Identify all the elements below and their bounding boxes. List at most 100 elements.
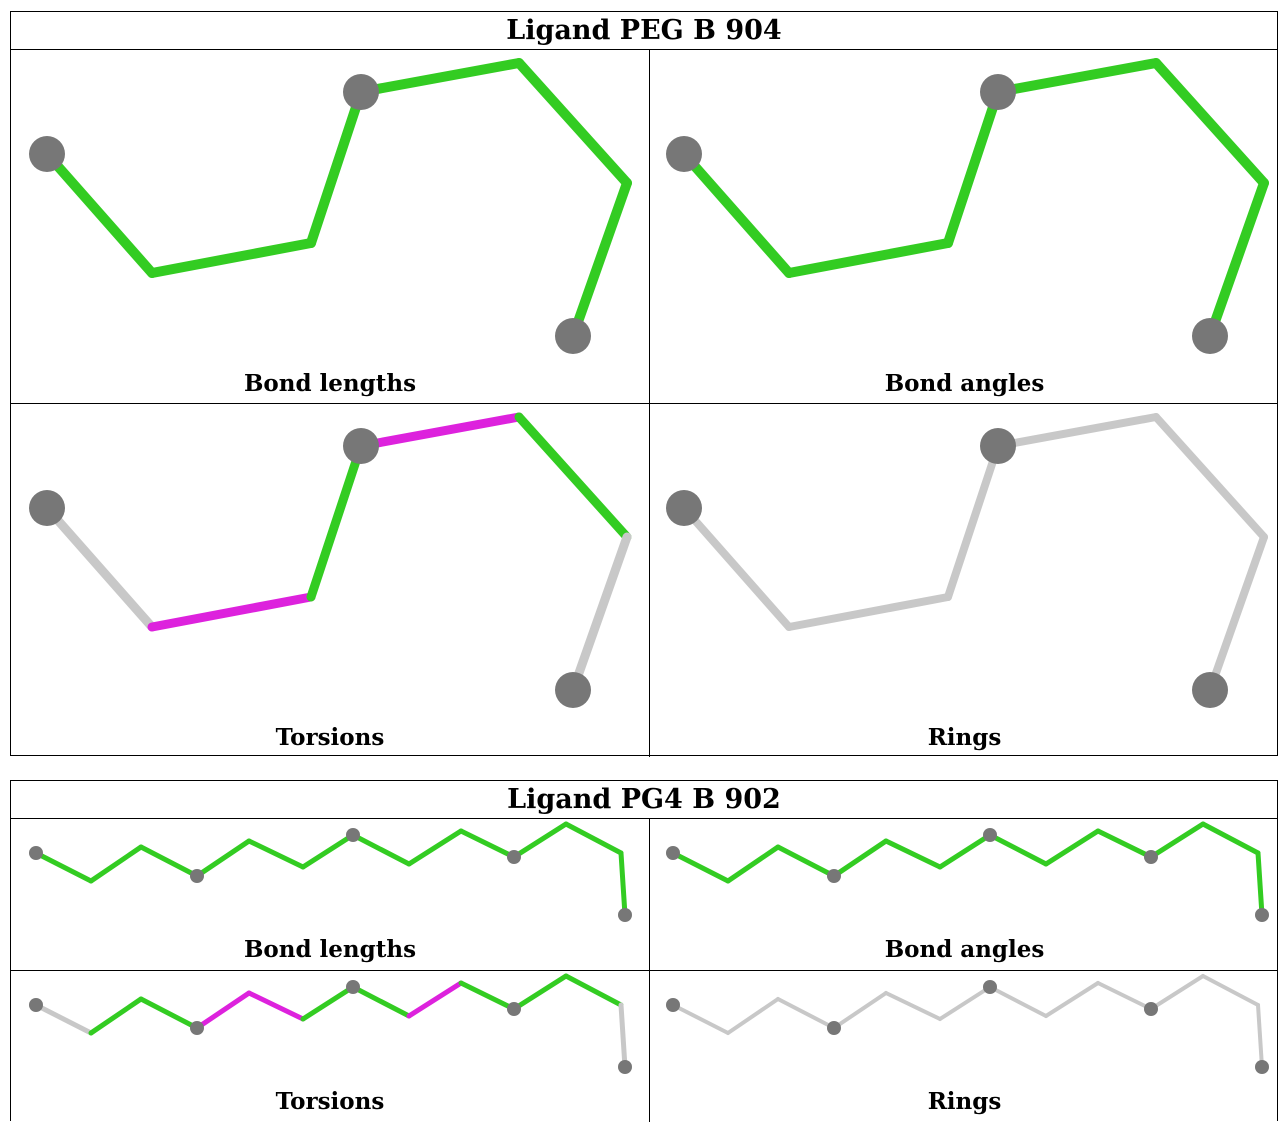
bond (883, 838, 943, 870)
bond (568, 178, 632, 341)
atom (343, 74, 379, 110)
atom (190, 1021, 204, 1035)
atom (1192, 672, 1228, 708)
bonds (666, 974, 1269, 1074)
ligand-table-peg: Ligand PEG B 904 Bond lengths Bond angle… (10, 11, 1278, 757)
bonds (666, 58, 1269, 354)
bond (670, 850, 731, 884)
bond (679, 149, 794, 278)
panel-bond-lengths: Bond lengths (11, 50, 649, 403)
bond (785, 593, 952, 631)
bond (832, 991, 888, 1030)
panel-bond-lengths: Bond lengths (11, 819, 649, 970)
panel-caption: Bond angles (884, 936, 1045, 963)
bond (406, 828, 464, 867)
atom (980, 428, 1016, 464)
bonds (29, 58, 632, 354)
atom (507, 850, 521, 864)
bond (511, 973, 569, 1012)
molecule-image (666, 821, 1269, 922)
panel-caption: Torsions (275, 1088, 385, 1115)
bond (356, 58, 524, 97)
bond (33, 1002, 94, 1036)
atom (343, 428, 379, 464)
bond (306, 441, 366, 602)
atom (827, 1021, 841, 1035)
bond (356, 412, 524, 451)
bond (1043, 828, 1101, 867)
bond (680, 504, 793, 631)
bond (300, 984, 356, 1022)
bond (458, 828, 517, 860)
atom (1255, 1060, 1269, 1074)
atom (346, 980, 360, 994)
panel-caption: Rings (927, 1088, 1002, 1115)
atom (980, 74, 1016, 110)
atom (29, 846, 43, 860)
bond (937, 832, 993, 870)
bond (246, 990, 306, 1022)
atom (827, 869, 841, 883)
panel-bond-angles: Bond angles (650, 819, 1278, 970)
atom (190, 869, 204, 883)
panel-caption: Rings (927, 724, 1002, 751)
bond (1205, 178, 1269, 341)
bond (194, 990, 252, 1031)
atom (346, 828, 360, 842)
bond (194, 838, 252, 879)
bonds (666, 821, 1269, 922)
molecule-image (666, 413, 1268, 708)
bond (1200, 821, 1261, 856)
atom (555, 672, 591, 708)
bond (350, 984, 412, 1019)
atom (1192, 318, 1228, 354)
bond (511, 821, 569, 860)
bonds (29, 412, 632, 708)
ligand-table-pg4: Ligand PG4 B 902 Bond lengths Bond angle… (10, 780, 1278, 1122)
panel-caption: Bond lengths (243, 936, 417, 963)
bond (988, 985, 1048, 1018)
bond (563, 973, 624, 1008)
bonds (29, 821, 632, 922)
atom (666, 846, 680, 860)
molecule-image (29, 821, 632, 922)
bond (884, 991, 942, 1021)
bond (1096, 981, 1153, 1011)
bond (1256, 1003, 1264, 1069)
bond (514, 412, 632, 542)
panel-caption: Torsions (275, 724, 385, 751)
molecule-image (666, 58, 1269, 354)
bond (1206, 533, 1268, 694)
bond (246, 838, 306, 870)
bond (306, 87, 366, 248)
bond (138, 996, 200, 1031)
bond (1151, 58, 1269, 188)
molecule-image (29, 58, 632, 354)
atom (983, 828, 997, 842)
bond (42, 149, 157, 278)
molecule-image (666, 974, 1269, 1074)
bond (514, 58, 632, 188)
bond (88, 844, 144, 884)
bond (938, 985, 992, 1021)
panel-rings: Rings (650, 971, 1278, 1122)
atom (666, 490, 702, 526)
bond (725, 844, 781, 884)
atom (29, 136, 65, 172)
atom (555, 318, 591, 354)
atom (618, 1060, 632, 1074)
bond (618, 1002, 628, 1070)
bond (1152, 413, 1268, 541)
bond (618, 850, 628, 918)
atom (666, 136, 702, 172)
bond (138, 844, 200, 879)
atom (618, 908, 632, 922)
bonds (29, 973, 632, 1074)
bond (1148, 821, 1206, 860)
ligand-title: Ligand PG4 B 902 (11, 781, 1277, 819)
atom (29, 490, 65, 526)
molecule-image (29, 412, 632, 708)
atom (983, 980, 997, 994)
bond (568, 532, 632, 695)
panel-grid: Bond lengths Bond angles Torsions Rings (11, 819, 1277, 1122)
